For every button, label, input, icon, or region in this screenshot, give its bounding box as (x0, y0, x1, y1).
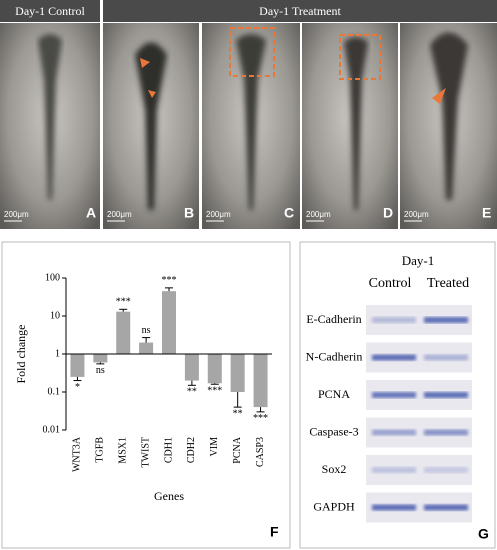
y-tick-label: 1 (55, 348, 60, 359)
panel-letter: G (478, 526, 489, 542)
blot-band (372, 317, 416, 323)
blot-band (372, 392, 416, 398)
image-e: 200μm E (400, 23, 497, 229)
blot-band (372, 504, 416, 511)
panel-letter: A (86, 205, 96, 221)
x-tick-label: MSX1 (118, 437, 129, 464)
blot: E-Cadherin N-Cadherin PCNA Caspase-3 Sox2 GAP… (306, 305, 472, 523)
x-tick-label: TGFB (95, 437, 106, 463)
header-bar (103, 0, 497, 22)
significance-label: *** (207, 386, 222, 397)
blot-band (424, 429, 468, 436)
blot-band (424, 317, 468, 323)
bar (184, 354, 199, 381)
scale-label: 200μm (306, 210, 331, 219)
header-bar (0, 0, 100, 22)
blot-title: Day-1 (402, 253, 435, 268)
y-tick-label: 10 (50, 310, 60, 321)
bar (139, 342, 154, 354)
blot-band (424, 354, 468, 361)
blot-band (372, 429, 416, 436)
image-a: 200μm A (0, 23, 100, 229)
panel-letter: F (270, 524, 279, 540)
control-header: Day-1 Control (15, 4, 85, 18)
significance-label: ns (142, 325, 151, 336)
x-tick-label: CASP3 (255, 437, 266, 467)
blot-band (372, 467, 416, 473)
y-tick-label: 0.1 (48, 386, 61, 397)
x-tick-label: VIM (209, 437, 220, 457)
blot-band (424, 467, 468, 473)
panel-letter: E (482, 205, 491, 221)
row-label: GAPDH (313, 499, 355, 513)
row-label: N-Cadherin (306, 349, 363, 363)
y-axis-label: Fold change (14, 325, 28, 384)
significance-label: ** (233, 408, 243, 419)
y-tick-label: 100 (45, 272, 60, 283)
image-d: 200μm D (302, 23, 398, 229)
bar (116, 311, 131, 354)
bar-chart: 0.01 0.1 1 10 100 Fold change Genes F * WNT3A ns TG… (14, 272, 279, 539)
blot-band (424, 392, 468, 398)
significance-label: ** (187, 387, 197, 398)
panel-frame (1, 241, 291, 549)
bar (93, 354, 108, 363)
treatment-header: Day-1 Treatment (259, 4, 341, 18)
column-header: Control (369, 276, 412, 291)
row-label: Caspase-3 (309, 424, 358, 438)
scale-label: 200μm (206, 210, 231, 219)
x-tick-label: CDH1 (163, 437, 174, 463)
significance-label: *** (253, 413, 268, 424)
x-axis-label: Genes (154, 489, 184, 503)
column-header: Treated (427, 276, 469, 291)
blot-band (372, 354, 416, 361)
bar (162, 291, 176, 354)
significance-label: *** (116, 297, 131, 308)
row-label: E-Cadherin (306, 312, 361, 326)
bar (207, 354, 222, 384)
significance-label: ns (96, 365, 105, 376)
scale-label: 200μm (404, 210, 429, 219)
scale-label: 200μm (4, 210, 29, 219)
bar (70, 354, 85, 377)
bar (230, 354, 245, 392)
row-label: Sox2 (322, 462, 347, 476)
bar (253, 354, 268, 408)
panel-letter: C (284, 205, 294, 221)
image-b: 200μm B (103, 23, 199, 229)
y-tick-label: 0.01 (43, 424, 61, 435)
x-tick-label: PCNA (232, 436, 243, 463)
significance-label: * (75, 382, 80, 393)
blot-band (424, 504, 468, 511)
x-tick-label: TWIST (140, 437, 151, 468)
x-tick-label: WNT3A (72, 436, 83, 472)
panel-frame (299, 241, 496, 549)
significance-label: *** (162, 275, 177, 286)
scale-label: 200μm (107, 210, 132, 219)
image-c: 200μm C (202, 23, 300, 229)
panel-letter: D (383, 205, 393, 221)
x-tick-label: CDH2 (186, 437, 197, 463)
row-label: PCNA (318, 387, 350, 401)
panel-letter: B (184, 205, 194, 221)
